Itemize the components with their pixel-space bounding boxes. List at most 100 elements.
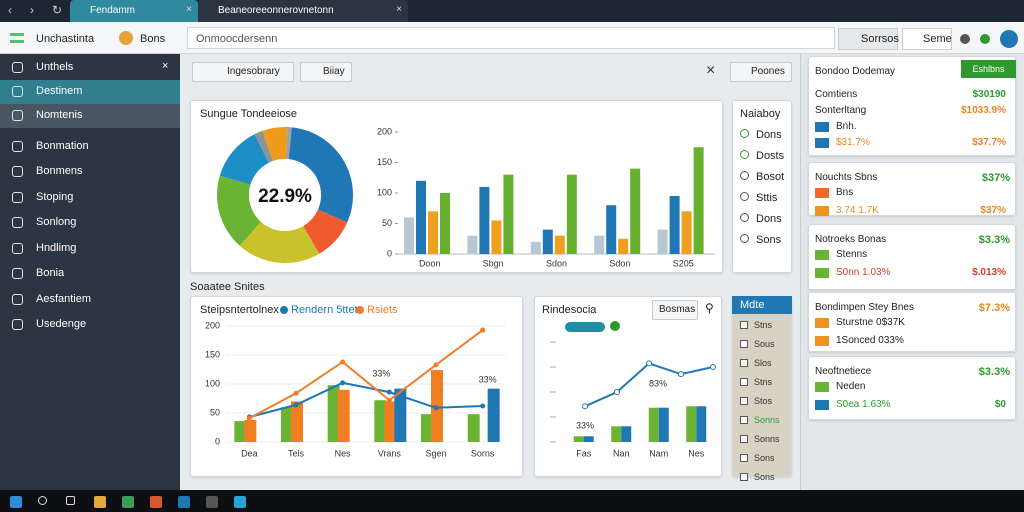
taskbar-icon[interactable] bbox=[122, 496, 134, 508]
header-icon[interactable] bbox=[980, 34, 990, 44]
search-box[interactable]: Onmoocdersenn bbox=[187, 27, 835, 49]
browser-tab[interactable]: Beaneoreeonnerovnetonn × bbox=[198, 0, 408, 22]
filter-label: Sons bbox=[754, 453, 775, 463]
bar bbox=[416, 180, 426, 254]
sidebar-close[interactable]: × bbox=[162, 60, 169, 72]
toolbar-button[interactable]: Biiay bbox=[300, 62, 352, 82]
header-button[interactable]: Seme bbox=[902, 28, 952, 50]
side-list-title: Naiaboy bbox=[740, 108, 781, 120]
side-list-item[interactable]: Bosot bbox=[740, 171, 784, 183]
sidebar-item[interactable]: Bonmation bbox=[0, 135, 180, 159]
legend-item: Rsiets bbox=[356, 304, 398, 316]
bar bbox=[657, 229, 668, 254]
side-list-item[interactable]: Sons bbox=[740, 234, 781, 246]
donut-slice bbox=[254, 130, 274, 163]
nav-button[interactable]: ↻ bbox=[52, 3, 63, 17]
sidebar-item[interactable]: Stoping bbox=[0, 186, 180, 210]
taskbar-icon[interactable] bbox=[10, 496, 22, 508]
bar bbox=[244, 419, 257, 442]
filter-item[interactable]: Sonns bbox=[740, 434, 780, 444]
item-label: Dons bbox=[756, 129, 782, 141]
filter-item[interactable]: Slos bbox=[740, 358, 772, 368]
sidebar-item[interactable]: Nomtenis bbox=[0, 104, 180, 128]
donut-slice bbox=[217, 175, 262, 246]
side-list-item[interactable]: Dosts bbox=[740, 150, 784, 162]
y-tick-label: 100 bbox=[205, 378, 220, 388]
taskbar-icon[interactable] bbox=[150, 496, 162, 508]
sidebar-item[interactable]: Aesfantiem bbox=[0, 288, 180, 312]
filter-item[interactable]: Stos bbox=[740, 396, 772, 406]
side-list-item[interactable]: Sttis bbox=[740, 192, 777, 204]
sidebar-item[interactable]: Hndlimg bbox=[0, 237, 180, 261]
sidebar-icon bbox=[12, 166, 23, 177]
sidebar-item[interactable]: Unthels × bbox=[0, 56, 180, 80]
line-point bbox=[480, 327, 486, 333]
sidebar-label: Hndlimg bbox=[36, 241, 77, 254]
header-button[interactable]: Sorrsos bbox=[838, 28, 899, 50]
sidebar-item[interactable]: Destinem bbox=[0, 80, 180, 104]
tab-close[interactable]: × bbox=[396, 4, 402, 15]
filter-item[interactable]: Stns bbox=[740, 320, 772, 330]
taskbar-icon[interactable] bbox=[178, 496, 190, 508]
line-point bbox=[646, 360, 652, 367]
tab-close[interactable]: × bbox=[186, 4, 192, 15]
taskbar-icon[interactable] bbox=[234, 496, 246, 508]
x-tick-label: Sdon bbox=[609, 258, 630, 268]
y-tick-label: 0 bbox=[215, 436, 220, 446]
sidebar-item[interactable]: Bonia bbox=[0, 262, 180, 286]
line-point bbox=[582, 403, 588, 410]
nav-button[interactable]: › bbox=[30, 3, 34, 17]
sidebar-item[interactable]: Sonlong bbox=[0, 211, 180, 235]
app-name: Unchastinta bbox=[36, 33, 95, 45]
browser-tab[interactable]: Fendamm × bbox=[70, 0, 198, 22]
line-series bbox=[248, 329, 484, 420]
filter-item[interactable]: Sonns bbox=[740, 415, 780, 425]
sidebar-icon bbox=[12, 242, 23, 254]
nav-button[interactable]: ‹ bbox=[8, 3, 12, 17]
filter-item[interactable]: Sons bbox=[740, 453, 775, 463]
bar bbox=[421, 414, 433, 442]
header-icon[interactable] bbox=[1000, 30, 1018, 48]
sidebar-item[interactable]: Usedenge bbox=[0, 313, 180, 337]
close-button[interactable]: × bbox=[706, 62, 716, 79]
legend-item: Rendern 5ttets bbox=[280, 304, 363, 316]
filter-item[interactable]: Sous bbox=[740, 339, 775, 349]
summary-row-value: $.013% bbox=[972, 267, 1006, 278]
header-icon[interactable] bbox=[960, 34, 970, 44]
legend-dot bbox=[610, 321, 620, 331]
filter-label: Sonns bbox=[754, 415, 780, 425]
filter-item[interactable]: Sons bbox=[740, 472, 775, 482]
y-tick-label: 200 bbox=[205, 320, 220, 330]
x-tick-label: Sorns bbox=[471, 448, 495, 458]
summary-button[interactable]: Eshlbns bbox=[961, 60, 1016, 78]
taskbar-icon[interactable] bbox=[38, 496, 47, 505]
side-list-item[interactable]: Dons bbox=[740, 213, 782, 225]
x-tick-label: Sdon bbox=[546, 258, 567, 268]
bar bbox=[530, 241, 541, 254]
bar bbox=[337, 389, 350, 442]
bar bbox=[394, 388, 407, 442]
sidebar-item[interactable]: Bonmens bbox=[0, 160, 180, 184]
taskbar-icon[interactable] bbox=[66, 496, 75, 505]
filter-label: Sous bbox=[754, 339, 775, 349]
bar bbox=[594, 235, 605, 254]
taskbar-icon[interactable] bbox=[206, 496, 218, 508]
filter-icon[interactable]: ⚲ bbox=[705, 301, 714, 315]
side-list-item[interactable]: Dons bbox=[740, 129, 782, 141]
bar bbox=[479, 186, 490, 254]
sidebar-icon bbox=[12, 268, 23, 279]
trend-chart: 0 50 100 150 200 Dea Tels Nes Vrans Sgen Sorns 33% 3… bbox=[205, 320, 506, 458]
legend-label: Rsiets bbox=[367, 304, 398, 316]
toolbar-button[interactable]: Poones bbox=[730, 62, 792, 82]
detail-button[interactable]: Bosmas bbox=[652, 300, 698, 320]
toolbar-button[interactable]: Ingesobrary bbox=[192, 62, 294, 82]
line-point bbox=[340, 380, 346, 386]
taskbar-icon[interactable] bbox=[94, 496, 106, 508]
card-title: Sungue Tondeeiose bbox=[200, 108, 298, 120]
detail-chart: Fas Nan Nam Nes 33% 83% bbox=[550, 341, 716, 458]
filter-item[interactable]: Stns bbox=[740, 377, 772, 387]
sidebar-icon bbox=[12, 319, 23, 330]
filter-checkbox bbox=[740, 359, 748, 367]
line-point bbox=[340, 359, 346, 365]
x-tick-label: Nes bbox=[688, 448, 705, 458]
